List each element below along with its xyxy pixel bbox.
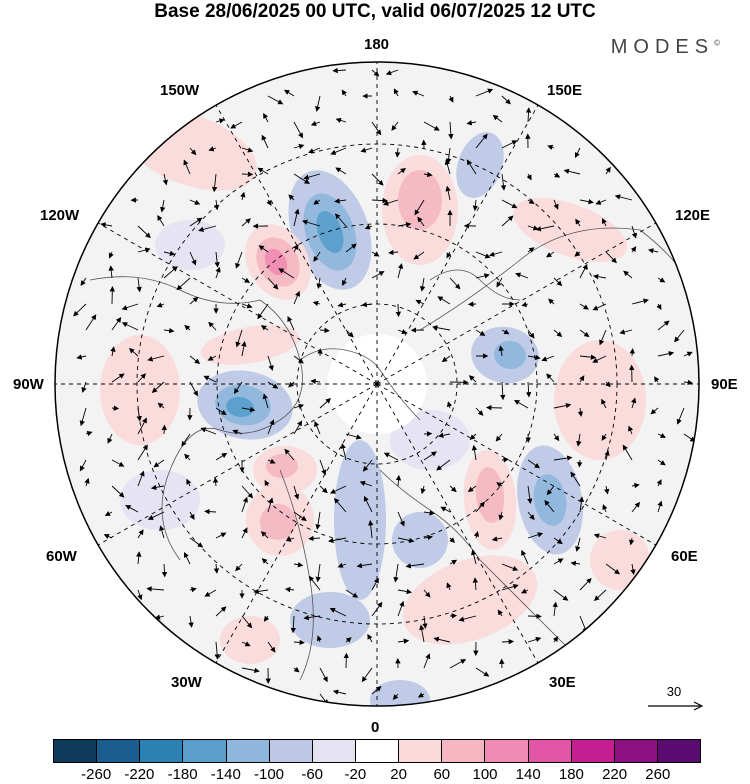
lon-label-120e: 120E [675, 207, 710, 225]
colorbar-tick-label: 180 [559, 766, 584, 783]
colorbar-swatch [140, 740, 183, 762]
colorbar-swatch [485, 740, 528, 762]
lon-label-top: 180 [364, 36, 389, 54]
wind-vector [398, 304, 399, 316]
colorbar-swatch [183, 740, 226, 762]
colorbar-tick-label: 140 [516, 766, 541, 783]
colorbar-tick-label: -260 [81, 766, 111, 783]
anomaly-contour [290, 592, 370, 648]
anomaly-contour [155, 220, 225, 270]
reference-arrow-icon [646, 699, 706, 713]
anomaly-contour [260, 504, 296, 540]
anomaly-contour [554, 340, 646, 460]
lon-label-120w: 120W [40, 207, 79, 225]
colorbar-tick-label: -180 [168, 766, 198, 783]
lon-label-30w: 30W [171, 674, 202, 692]
wind-vector [112, 408, 118, 409]
colorbar-swatch [313, 740, 356, 762]
colorbar-swatch [399, 740, 442, 762]
lon-label-150e: 150E [547, 82, 582, 100]
wind-vector [164, 426, 165, 434]
reference-vector-label: 30 [646, 684, 702, 699]
lon-label-60e: 60E [671, 548, 698, 566]
wind-vector [502, 641, 513, 642]
colorbar-swatch [270, 740, 313, 762]
anomaly-contour [120, 470, 200, 530]
anomaly-contour [100, 335, 180, 445]
anomaly-contour [370, 680, 430, 720]
colorbar-swatch [356, 740, 399, 762]
lon-label-150w: 150W [160, 82, 199, 100]
colorbar-tick-label: 100 [472, 766, 497, 783]
lon-label-bottom: 0 [371, 719, 379, 737]
colorbar [53, 739, 701, 763]
colorbar-swatch [227, 740, 270, 762]
colorbar-swatch [529, 740, 572, 762]
colorbar-tick-label: -20 [345, 766, 367, 783]
colorbar-tick-label: -220 [124, 766, 154, 783]
colorbar-swatch [97, 740, 140, 762]
colorbar-swatch [54, 740, 97, 762]
colorbar-tick-label: 60 [433, 766, 450, 783]
lon-label-right: 90E [711, 376, 738, 394]
colorbar-swatch [442, 740, 485, 762]
lon-label-left: 90W [13, 376, 44, 394]
anomaly-contour [334, 440, 386, 600]
anomaly-contour [220, 616, 280, 664]
colorbar-tick-label: 220 [602, 766, 627, 783]
colorbar-tick-label: -60 [301, 766, 323, 783]
anomaly-contour [392, 512, 448, 568]
lon-label-60w: 60W [46, 548, 77, 566]
reference-vector: 30 [646, 684, 706, 716]
polar-map [0, 0, 750, 735]
colorbar-tick-label: -140 [211, 766, 241, 783]
wind-vector [579, 460, 580, 467]
colorbar-tick-label: -100 [254, 766, 284, 783]
lon-label-30e: 30E [549, 674, 576, 692]
colorbar-swatch [572, 740, 615, 762]
colorbar-swatch [658, 740, 700, 762]
colorbar-swatch [615, 740, 658, 762]
anomaly-contour [590, 530, 650, 590]
colorbar-tick-label: 20 [390, 766, 407, 783]
colorbar-tick-label: 260 [645, 766, 670, 783]
colorbar-ticks: -260 -220 -180 -140 -100 -60 -20 20 60 100 140 180 2… [53, 766, 701, 784]
